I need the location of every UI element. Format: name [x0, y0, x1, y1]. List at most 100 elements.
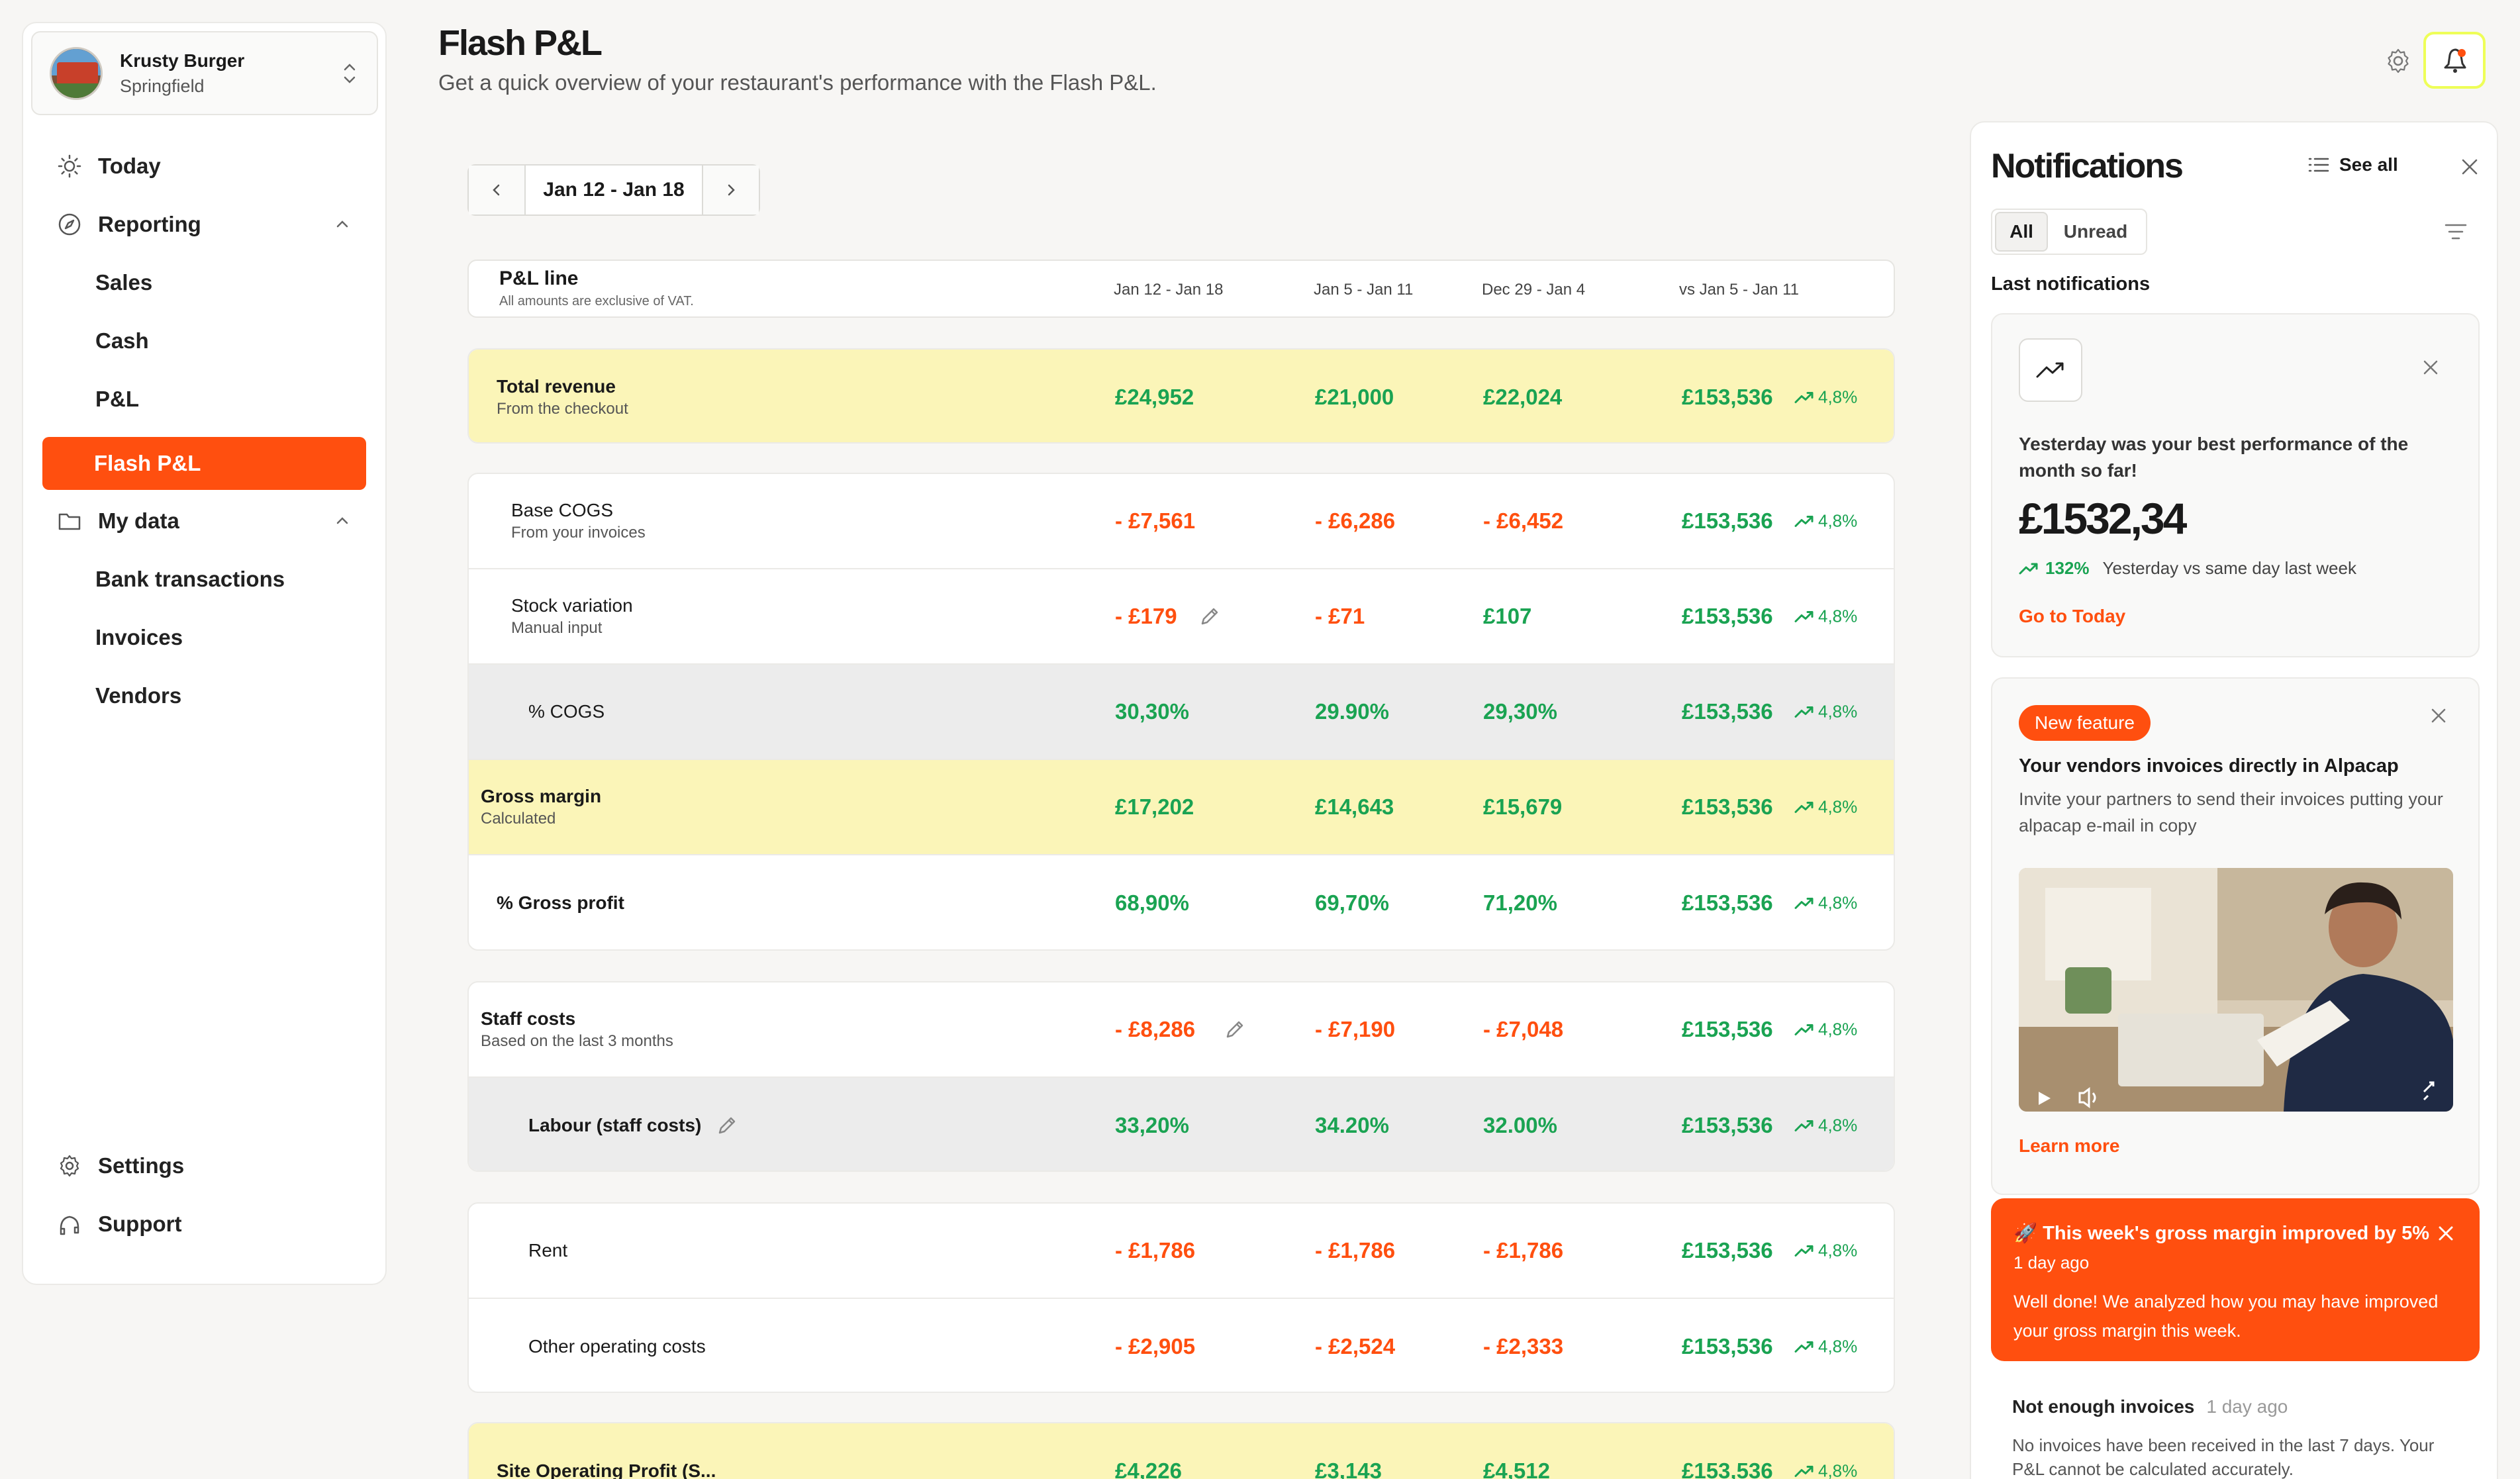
nav-cash-label: Cash	[95, 328, 149, 353]
cell-prev: - £7,190	[1315, 1017, 1396, 1041]
feature-description: Invite your partners to send their invoi…	[2019, 789, 2443, 835]
see-all-button[interactable]: See all	[2307, 154, 2398, 175]
cell-prev2: £15,679	[1483, 794, 1563, 819]
cell-prev2: 71,20%	[1483, 890, 1557, 915]
cell-current: - £8,286	[1115, 1017, 1196, 1041]
close-icon[interactable]	[2421, 358, 2440, 377]
trend-badge: 4,8%	[1794, 1461, 1857, 1479]
cell-total: £153,536	[1682, 699, 1773, 724]
row-label: Rent	[528, 1240, 568, 1261]
feature-title: Your vendors invoices directly in Alpaca…	[2019, 755, 2399, 777]
cell-prev2: - £1,786	[1483, 1238, 1564, 1263]
date-range-picker: Jan 12 - Jan 18	[467, 164, 760, 216]
performance-comparison: Yesterday vs same day last week	[2102, 558, 2356, 578]
nav-support[interactable]: Support	[44, 1198, 366, 1250]
header-col-compare: vs Jan 5 - Jan 11	[1679, 281, 1799, 299]
trend-badge: 4,8%	[1794, 1337, 1857, 1357]
edit-pencil-icon[interactable]	[1222, 1017, 1247, 1042]
learn-more-link[interactable]: Learn more	[2019, 1135, 2120, 1156]
nav-reporting[interactable]: Reporting	[44, 199, 366, 250]
nav-pnl[interactable]: P&L	[44, 373, 366, 425]
trend-badge: 4,8%	[1794, 797, 1857, 818]
close-icon[interactable]	[2429, 706, 2448, 725]
nav-bank-transactions[interactable]: Bank transactions	[44, 553, 366, 605]
table-block-cogs: Base COGS From your invoices - £7,561 - £…	[467, 473, 1895, 951]
nav-cash[interactable]: Cash	[44, 315, 366, 367]
cell-current: £17,202	[1115, 794, 1194, 819]
trend-up-icon	[1794, 801, 1814, 813]
folder-icon	[58, 513, 81, 530]
see-all-label: See all	[2339, 154, 2398, 175]
row-sublabel: From the checkout	[497, 400, 628, 418]
next-week-button[interactable]	[703, 166, 759, 215]
notifications-title: Notifications	[1991, 147, 2184, 185]
row-sublabel: Calculated	[481, 810, 556, 828]
cell-prev2: £22,024	[1483, 385, 1563, 409]
nav-today[interactable]: Today	[44, 140, 366, 192]
cell-prev: 69,70%	[1315, 890, 1389, 915]
cell-prev2: 32.00%	[1483, 1113, 1557, 1137]
performance-pct: 132%	[2045, 558, 2090, 578]
trend-up-icon	[1794, 515, 1814, 527]
cell-current: 68,90%	[1115, 890, 1189, 915]
trend-value: 4,8%	[1818, 1240, 1858, 1261]
trend-up-icon	[1794, 1465, 1814, 1477]
row-label: Base COGS	[511, 500, 614, 520]
cell-prev2: 29,30%	[1483, 699, 1557, 724]
chevron-up-icon	[336, 517, 348, 524]
trend-badge: 4,8%	[1794, 1116, 1857, 1136]
cell-prev: - £71	[1315, 604, 1365, 628]
close-icon[interactable]	[2436, 1223, 2456, 1243]
trend-icon-box	[2019, 338, 2082, 402]
trend-value: 4,8%	[1818, 606, 1858, 626]
nav-invoices-label: Invoices	[95, 625, 183, 649]
section-label: Last notifications	[1991, 273, 2151, 295]
filter-icon[interactable]	[2444, 222, 2468, 242]
trend-up-icon	[1794, 391, 1814, 403]
notification-text: Yesterday was your best performance of t…	[2019, 434, 2409, 481]
nav-my-data[interactable]: My data	[44, 495, 366, 547]
row-label: % Gross profit	[497, 892, 624, 913]
row-label: % COGS	[528, 701, 605, 722]
row-label: Stock variation	[511, 595, 633, 616]
date-range-label[interactable]: Jan 12 - Jan 18	[524, 166, 703, 215]
chevron-up-icon	[336, 220, 348, 228]
nav-reporting-label: Reporting	[98, 212, 201, 236]
nav-vendors[interactable]: Vendors	[44, 670, 366, 722]
cell-prev2: - £7,048	[1483, 1017, 1564, 1041]
tab-unread[interactable]: Unread	[2063, 221, 2128, 242]
sun-icon	[58, 154, 81, 178]
close-icon[interactable]	[2460, 157, 2480, 177]
edit-pencil-icon[interactable]	[714, 1113, 740, 1138]
nav-bank-transactions-label: Bank transactions	[95, 567, 285, 591]
nav-invoices[interactable]: Invoices	[44, 612, 366, 663]
performance-amount: £1532,34	[2019, 494, 2187, 543]
nav-settings[interactable]: Settings	[44, 1140, 366, 1192]
support-icon	[60, 1216, 79, 1235]
cell-prev2: £107	[1483, 604, 1532, 628]
trend-value: 4,8%	[1818, 892, 1858, 913]
chevron-left-icon	[493, 184, 500, 196]
nav-sales[interactable]: Sales	[44, 257, 366, 309]
workspace-switcher[interactable]: Krusty Burger Springfield	[31, 31, 378, 115]
trend-value: 4,8%	[1818, 1460, 1858, 1479]
previous-week-button[interactable]	[469, 166, 524, 215]
cell-total: £153,536	[1682, 508, 1773, 533]
settings-gear-icon[interactable]	[2384, 46, 2413, 75]
trend-up-icon	[1794, 610, 1814, 622]
tab-all[interactable]: All	[1995, 212, 2048, 252]
edit-pencil-icon[interactable]	[1197, 604, 1222, 629]
row-label: Labour (staff costs)	[528, 1115, 702, 1135]
video-thumbnail	[2019, 868, 2453, 1112]
chevron-right-icon	[728, 184, 735, 196]
alert-time: 1 day ago	[2013, 1253, 2090, 1272]
trend-value: 4,8%	[1818, 1336, 1858, 1357]
notifications-button[interactable]	[2423, 32, 2486, 89]
trend-badge: 4,8%	[1794, 1241, 1857, 1261]
trend-value: 4,8%	[1818, 796, 1858, 817]
nav-pnl-label: P&L	[95, 387, 139, 411]
feature-video[interactable]	[2019, 868, 2453, 1112]
nav-flash-pnl[interactable]: Flash P&L	[42, 437, 366, 490]
gear-icon	[60, 1155, 79, 1177]
go-to-today-link[interactable]: Go to Today	[2019, 606, 2126, 626]
